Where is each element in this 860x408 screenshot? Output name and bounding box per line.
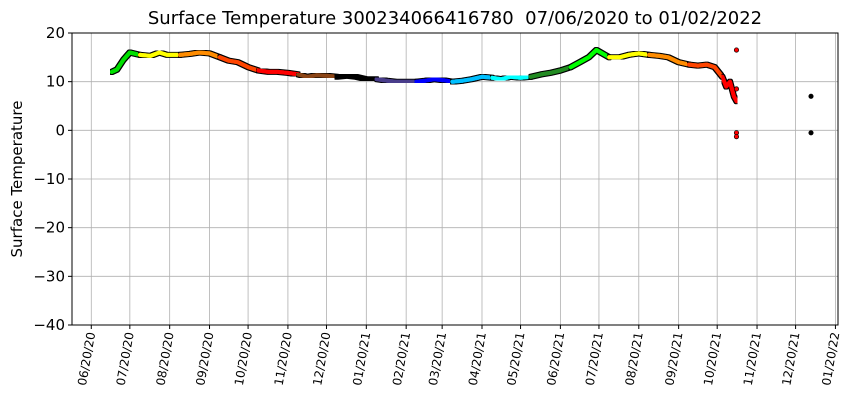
y-tick-label: −20 (33, 219, 65, 237)
data-line (256, 68, 301, 77)
data-line (178, 50, 222, 60)
x-tick-label: 04/20/21 (466, 331, 489, 387)
x-tick-label: 03/20/21 (426, 331, 449, 387)
x-tick-label: 01/20/22 (819, 331, 842, 387)
x-tick-label: 10/20/21 (701, 331, 724, 387)
x-tick-label: 02/20/21 (390, 331, 413, 387)
x-tick-label: 08/20/20 (153, 331, 176, 387)
data-line (414, 77, 455, 84)
data-line (568, 48, 612, 70)
y-tick-label: −40 (33, 316, 65, 334)
x-tick-label: 05/20/21 (504, 331, 527, 387)
y-tick-label: 20 (46, 24, 65, 42)
x-tick-label: 09/20/21 (662, 331, 685, 387)
data-line (528, 65, 573, 79)
data-point (808, 130, 814, 136)
data-line (490, 74, 533, 82)
x-tick-label: 12/20/21 (779, 331, 802, 387)
data-line (109, 50, 143, 74)
x-tick-label: 09/20/20 (193, 331, 216, 387)
data-line (647, 52, 691, 67)
y-tick-label: −30 (33, 267, 65, 285)
x-tick-label: 12/20/20 (310, 331, 333, 387)
x-tick-label: 01/20/21 (350, 331, 373, 387)
x-tick-label: 06/20/21 (544, 331, 567, 387)
x-tick-label: 06/20/20 (75, 331, 98, 387)
x-tick-label: 11/20/20 (272, 331, 295, 387)
x-tick-label: 07/20/21 (583, 331, 606, 387)
data-line (138, 50, 182, 58)
data-point (808, 93, 814, 99)
y-axis-label: Surface Temperature (8, 101, 26, 258)
data-line (374, 77, 419, 84)
data-point (733, 47, 740, 53)
data-point (733, 86, 740, 92)
data-point (733, 134, 740, 140)
data-line (450, 74, 495, 84)
data-line (607, 51, 652, 60)
chart-title: Surface Temperature 300234066416780 07/0… (148, 8, 762, 29)
y-tick-label: 10 (46, 73, 65, 91)
data-line (296, 72, 339, 79)
data-line (686, 62, 725, 79)
plot-area (109, 47, 814, 157)
y-tick-label: −10 (33, 170, 65, 188)
data-line (217, 55, 261, 73)
data-line (720, 74, 739, 104)
x-tick-label: 07/20/20 (114, 331, 137, 387)
x-tick-label: 08/20/21 (623, 331, 646, 387)
x-tick-label: 10/20/20 (232, 331, 255, 387)
y-tick-label: 0 (55, 121, 65, 139)
data-line (334, 73, 379, 82)
x-tick-label: 11/20/21 (741, 331, 764, 387)
